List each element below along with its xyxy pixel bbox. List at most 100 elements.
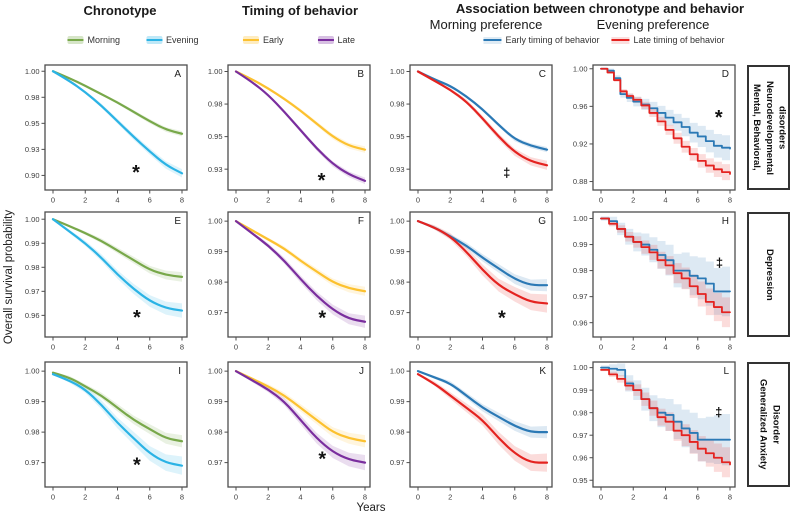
y-tick-label: 0.98 <box>208 100 223 109</box>
significance-symbol: * <box>133 307 141 329</box>
x-tick-label: 8 <box>363 343 367 352</box>
significance-symbol: ‡ <box>503 165 510 180</box>
panel-letter: E <box>174 216 181 227</box>
plot-border <box>592 64 736 191</box>
x-tick-label: 4 <box>298 493 302 502</box>
panel-letter: L <box>723 366 729 377</box>
x-tick-label: 6 <box>696 493 700 502</box>
panel-letter: K <box>539 366 546 377</box>
significance-symbol: * <box>715 107 723 129</box>
panel-letter: A <box>174 69 181 80</box>
y-tick-label: 1.00 <box>573 363 588 372</box>
x-tick-label: 2 <box>83 343 87 352</box>
x-tick-label: 4 <box>115 493 119 502</box>
y-tick-label: 0.96 <box>573 102 588 111</box>
y-tick-label: 0.97 <box>573 431 588 440</box>
survival-curve <box>51 373 184 467</box>
y-tick-label: 0.97 <box>390 308 405 317</box>
y-tick-label: 0.97 <box>208 458 223 467</box>
x-tick-label: 0 <box>599 196 603 205</box>
y-tick-label: 0.99 <box>208 397 223 406</box>
y-tick-label: 0.97 <box>208 308 223 317</box>
y-tick-label: 0.98 <box>208 428 223 437</box>
legend-label: Evening <box>165 35 199 45</box>
panel-F: 1.00 0.99 0.98 0.97 0 2 4 6 8 F * <box>208 211 371 352</box>
survival-curve <box>600 67 731 175</box>
confidence-band <box>601 217 730 328</box>
subheader-morning-preference: Morning preference <box>429 17 543 32</box>
x-tick-label: 0 <box>416 196 420 205</box>
panel-letter: I <box>178 366 181 377</box>
x-tick-label: 0 <box>599 343 603 352</box>
y-tick-label: 1.00 <box>25 215 40 224</box>
x-tick-label: 6 <box>513 493 517 502</box>
legend-swatch-icon <box>242 36 259 44</box>
legend-label: Late <box>337 35 356 45</box>
y-tick-label: 0.98 <box>390 428 405 437</box>
y-tick-label: 0.98 <box>573 266 588 275</box>
plot-border <box>409 64 553 191</box>
panel-D: 1.00 0.96 0.92 0.88 0 2 4 6 8 D * <box>573 64 736 205</box>
survival-curve <box>600 217 731 314</box>
y-tick-label: 0.96 <box>573 453 588 462</box>
header-timing-of-behavior: Timing of behavior <box>241 3 359 18</box>
plot-border <box>592 361 736 488</box>
x-tick-label: 6 <box>148 343 152 352</box>
survival-curve <box>234 220 367 293</box>
legend-swatch-icon <box>67 36 84 44</box>
x-tick-label: 2 <box>266 343 270 352</box>
y-tick-label: 1.00 <box>208 217 223 226</box>
x-tick-label: 4 <box>480 493 484 502</box>
panel-K: 1.00 0.99 0.98 0.97 0 2 4 6 8 K <box>390 361 553 502</box>
y-tick-label: 0.96 <box>25 311 40 320</box>
x-tick-label: 4 <box>115 196 119 205</box>
y-tick-label: 0.99 <box>390 247 405 256</box>
confidence-band <box>236 71 365 185</box>
x-tick-label: 2 <box>266 196 270 205</box>
subheader-evening-preference: Evening preference <box>596 17 710 32</box>
x-tick-label: 6 <box>331 196 335 205</box>
plot-border <box>44 64 188 191</box>
plot-border <box>592 211 736 338</box>
x-tick-label: 8 <box>180 343 184 352</box>
y-tick-label: 0.98 <box>25 93 40 102</box>
x-tick-label: 4 <box>663 343 667 352</box>
x-tick-label: 4 <box>480 343 484 352</box>
x-tick-label: 8 <box>363 493 367 502</box>
y-tick-label: 1.00 <box>208 67 223 76</box>
panel-E: 1.00 0.99 0.98 0.97 0.96 0 2 4 6 8 E * <box>25 211 188 352</box>
row-label-box: Depression <box>747 212 790 337</box>
header-association: Association between chronotype and behav… <box>455 1 745 16</box>
y-tick-label: 0.97 <box>573 292 588 301</box>
x-tick-label: 4 <box>663 493 667 502</box>
header-chronotype: Chronotype <box>83 3 157 18</box>
panel-letter: G <box>538 216 546 227</box>
x-tick-label: 2 <box>448 343 452 352</box>
confidence-band <box>418 220 547 313</box>
y-tick-label: 1.00 <box>208 367 223 376</box>
y-tick-label: 0.93 <box>25 145 40 154</box>
y-tick-label: 0.98 <box>25 428 40 437</box>
plot-border <box>227 64 371 191</box>
row-label: Generalized Anxiety Disorder <box>757 379 782 470</box>
x-tick-label: 8 <box>545 493 549 502</box>
y-tick-label: 1.00 <box>25 67 40 76</box>
survival-curve <box>51 218 184 279</box>
legend-label: Early timing of behavior <box>505 35 600 45</box>
y-tick-label: 0.88 <box>573 177 588 186</box>
panel-I: 1.00 0.99 0.98 0.97 0 2 4 6 8 I * <box>25 361 188 502</box>
x-tick-label: 4 <box>663 196 667 205</box>
x-tick-label: 6 <box>331 493 335 502</box>
confidence-band <box>418 370 547 439</box>
x-tick-label: 8 <box>728 196 732 205</box>
panel-letter: H <box>722 216 729 227</box>
y-tick-label: 0.92 <box>573 140 588 149</box>
x-tick-label: 0 <box>599 493 603 502</box>
panel-A: 1.00 0.98 0.95 0.93 0.90 0 2 4 6 8 A * <box>25 64 188 205</box>
survival-curve <box>416 70 549 167</box>
x-tick-label: 0 <box>51 493 55 502</box>
y-tick-label: 1.00 <box>25 367 40 376</box>
x-tick-label: 0 <box>416 343 420 352</box>
y-tick-label: 0.98 <box>25 263 40 272</box>
